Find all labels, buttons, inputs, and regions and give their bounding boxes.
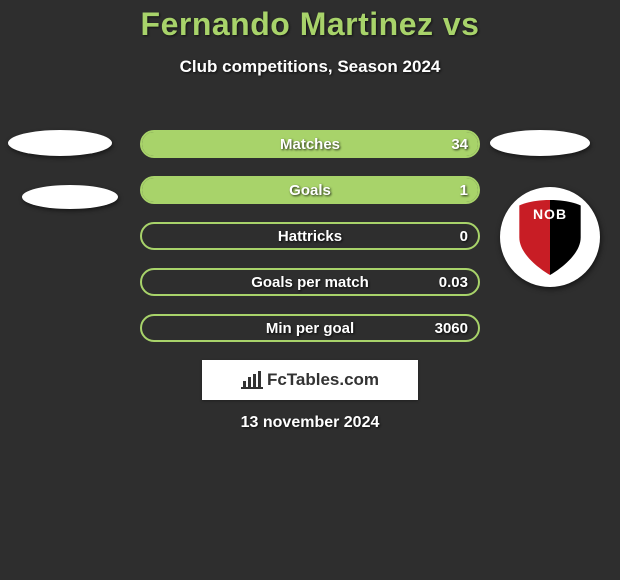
stat-value: 0 [460,224,468,248]
club-shield: NOB [515,200,585,275]
stat-label: Hattricks [142,224,478,248]
left-marker-2 [22,185,118,209]
club-badge-text: NOB [515,206,585,222]
stat-fill [142,132,478,156]
page-subtitle: Club competitions, Season 2024 [0,57,620,77]
stat-row: Goals per match0.03 [140,268,480,296]
left-marker-1 [8,130,112,156]
right-marker [490,130,590,156]
brand-box: FcTables.com [202,360,418,400]
stat-label: Min per goal [142,316,478,340]
stats-panel: Matches34 Goals1 Hattricks0 Goals per match… [140,130,480,360]
stat-row: Matches34 [140,130,480,158]
page-title: Fernando Martinez vs [0,6,620,43]
stat-row: Min per goal3060 [140,314,480,342]
stat-label: Goals per match [142,270,478,294]
brand-chart-icon [241,371,263,389]
infographic-root: Fernando Martinez vs Club competitions, … [0,6,620,580]
stat-row: Goals1 [140,176,480,204]
stat-value: 1 [460,178,468,202]
stat-value: 34 [451,132,468,156]
club-badge: NOB [500,187,600,287]
stat-value: 0.03 [439,270,468,294]
stat-row: Hattricks0 [140,222,480,250]
generated-date: 13 november 2024 [0,414,620,432]
stat-fill [142,178,478,202]
brand-text: FcTables.com [267,370,379,390]
stat-value: 3060 [435,316,468,340]
